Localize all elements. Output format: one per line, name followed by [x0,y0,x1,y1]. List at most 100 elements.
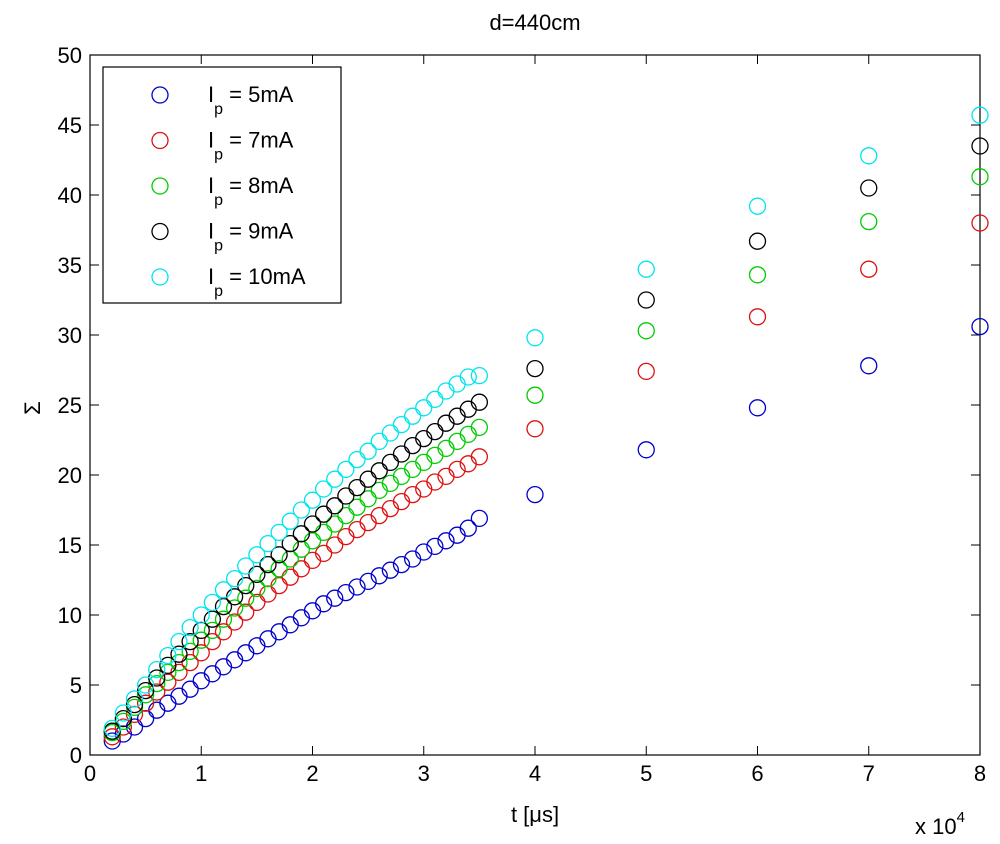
y-tick-label: 5 [70,673,82,698]
data-point [159,673,177,691]
data-point [359,490,377,508]
data-point [136,694,155,712]
data-point [292,525,311,543]
y-tick-label: 50 [58,43,82,68]
y-tick-label: 10 [58,603,82,628]
data-point [370,567,388,585]
data-point [337,487,355,505]
data-point [415,543,433,561]
data-point [203,632,222,651]
data-point [292,501,311,519]
data-point [237,589,255,607]
series-3 [103,168,989,742]
data-point [270,560,288,578]
y-tick-label: 0 [70,743,82,768]
data-point [181,680,199,698]
data-point [748,266,767,284]
legend-label-value: = 7mA [223,128,294,153]
legend-box [102,66,342,304]
series-1 [103,317,989,750]
data-point [314,595,333,613]
legend-label: Ip = 7mA [208,128,294,164]
chart-title: d=440cm [489,10,580,35]
data-point [348,578,366,596]
data-point [225,569,244,588]
x-axis-exponent: x 104 [915,809,965,839]
data-point [448,460,466,479]
y-axis-label: Σ [20,401,45,415]
data-point [181,632,199,651]
data-point [860,357,878,375]
legend-label-main: I [208,128,214,153]
data-point [637,260,655,278]
data-point [314,523,333,542]
data-point [526,359,544,378]
data-point [748,399,767,417]
data-point [214,597,233,616]
data-point [971,317,989,336]
data-point [392,445,411,463]
data-point [203,621,222,640]
data-point [381,453,400,472]
data-point [860,147,878,165]
data-point [136,676,155,694]
data-point [526,420,544,438]
x-axis-label: t [μs] [511,802,559,827]
data-point [426,473,444,491]
data-point [125,695,144,714]
data-point [237,557,255,575]
data-point [392,415,411,434]
data-point [225,599,244,617]
y-tick-label: 25 [58,393,82,418]
data-point [159,656,177,675]
data-point [281,512,299,530]
data-point [971,214,989,232]
data-points [103,106,989,750]
data-point [392,555,411,574]
x-tick-label: 0 [84,761,96,786]
legend-marker [151,86,169,104]
data-point [125,718,144,736]
data-point [470,366,489,385]
legend-label-value: = 5mA [223,82,294,107]
data-point [637,291,655,309]
data-point [359,442,377,460]
data-point [303,515,322,533]
y-tick-label: 15 [58,533,82,558]
data-point [114,709,133,728]
x-tick-label: 8 [974,761,986,786]
data-point [214,623,233,641]
legend-label-subscript: p [214,192,223,209]
data-point [971,106,989,124]
data-point [403,485,422,504]
series-5 [103,106,989,738]
data-point [337,460,355,479]
legend-label: Ip = 9mA [208,219,294,255]
legend-label-subscript: p [214,238,223,255]
legend-label-main: I [208,264,214,289]
data-point [348,450,366,469]
data-point [170,632,188,651]
data-point [426,390,444,409]
data-point [214,581,233,599]
data-point [337,506,355,525]
data-point [103,728,121,746]
legend-label-value: = 9mA [223,219,294,244]
legend-label-subscript: p [214,147,223,164]
data-point [470,393,489,411]
x-tick-label: 1 [195,761,207,786]
data-point [314,544,333,563]
x-tick-label: 7 [863,761,875,786]
data-point [214,610,233,628]
data-point [314,480,333,498]
data-point [748,308,767,326]
data-point [470,418,489,437]
data-point [860,260,878,278]
legend-marker [151,222,169,241]
y-tick-label: 35 [58,253,82,278]
data-point [259,555,277,574]
x-tick-label: 6 [751,761,763,786]
legend-label-main: I [208,82,214,107]
data-point [181,618,199,637]
y-tick-label: 40 [58,183,82,208]
